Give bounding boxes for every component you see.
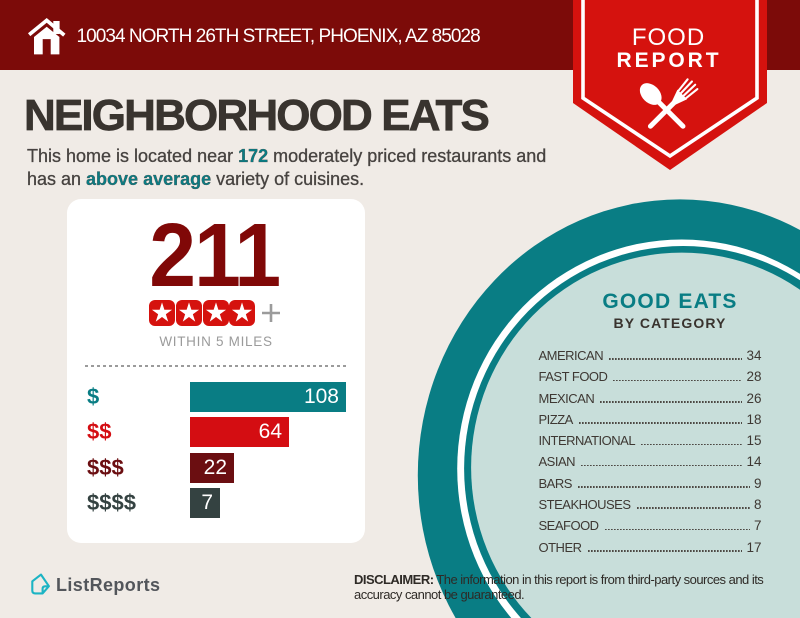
svg-text:REPORT: REPORT <box>617 49 722 72</box>
svg-text:FOOD: FOOD <box>632 24 705 51</box>
